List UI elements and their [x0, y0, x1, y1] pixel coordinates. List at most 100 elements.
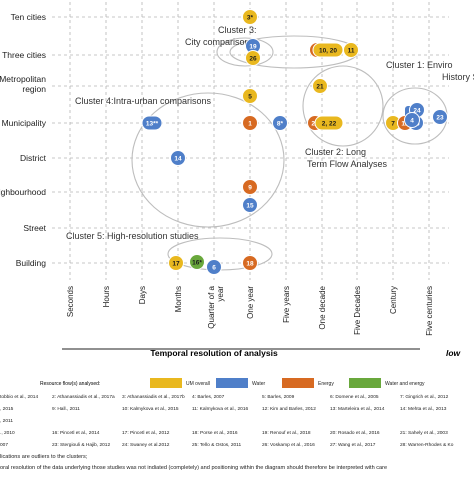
data-point: 2, 22	[314, 115, 344, 131]
reference-entry: 28: Warren-Rhodes & Ko	[400, 442, 454, 448]
reference-entry: , 2015	[0, 406, 14, 412]
point-marker	[189, 254, 205, 270]
legend-title: Resource flow(s) analysed:	[40, 381, 100, 387]
reference-entry: 18: Porse et al., 2016	[192, 430, 238, 436]
x-tick-label: Months	[174, 286, 183, 312]
data-point: 14	[170, 150, 186, 166]
legend-label: Energy	[318, 381, 334, 387]
cluster-ellipse	[302, 65, 384, 147]
point-marker	[404, 112, 420, 128]
footnotes: lications are outliers to the clusters; o…	[0, 454, 387, 471]
data-point: 6	[206, 259, 222, 275]
reference-entry: 3: Athanassiadis et al., 2017b	[122, 394, 185, 400]
y-tick-label: eighbourhood	[0, 187, 46, 197]
data-point: 3*	[242, 9, 258, 25]
point-label: 10, 20	[319, 47, 337, 54]
point-marker	[314, 115, 344, 131]
x-tick-label: Seconds	[66, 286, 75, 317]
y-tick-label: District	[20, 153, 47, 163]
point-label: 8*	[277, 120, 284, 127]
data-point: 23	[432, 109, 448, 125]
reference-entry: , 2011	[0, 418, 13, 424]
point-label: 14	[174, 155, 182, 162]
x-tick-label: Days	[138, 286, 147, 304]
legend-swatch	[216, 378, 248, 388]
reference-table: tobbio et al., 2014 2: Athanassiadis et a…	[0, 394, 454, 448]
point-marker	[343, 42, 359, 58]
cluster-labels: Cluster 3: City comparisons Cluster 1: Env…	[66, 25, 474, 241]
point-label: 24	[413, 107, 421, 114]
reference-entry: 007	[0, 442, 8, 448]
reference-entry: 9: Hall., 2011	[52, 406, 80, 412]
legend-label: Water	[252, 381, 265, 387]
y-tick-label: Municipality	[2, 118, 47, 128]
data-point: 19	[245, 38, 261, 54]
point-label: 3*	[247, 14, 254, 21]
point-label: 2, 22	[322, 120, 337, 127]
cluster-title: Cluster 3:	[218, 25, 257, 35]
point-label: 23	[436, 114, 444, 121]
reference-entry: tobbio et al., 2014	[0, 394, 38, 400]
point-marker	[206, 259, 222, 275]
point-marker	[141, 115, 163, 131]
point-label: 1	[248, 120, 252, 127]
data-point: 1	[242, 115, 258, 131]
cluster-title: Cluster 5: High-resolution studies	[66, 231, 199, 241]
point-label: 6	[212, 264, 216, 271]
reference-entry: 27: Wang et al., 2017	[330, 442, 376, 448]
x-tick-label: Five centuries	[425, 286, 434, 336]
data-point: 21	[312, 78, 328, 94]
x-tick-label: Quarter of ayear	[207, 285, 225, 328]
reference-entry: 19: Renouf et al., 2018	[262, 430, 311, 436]
point-marker	[242, 88, 258, 104]
point-label: 4	[410, 117, 414, 124]
reference-entry: 6: Domene et al., 2005	[330, 394, 379, 400]
point-marker	[168, 255, 184, 271]
point-label: 19	[249, 43, 257, 50]
cluster-subtitle: City comparisons	[185, 37, 255, 47]
point-marker	[242, 115, 258, 131]
x-tick-label: One decade	[318, 285, 327, 329]
reference-entry: 25: Tello & Ostos, 2011	[192, 442, 241, 448]
point-marker	[242, 197, 258, 213]
data-point: 17	[168, 255, 184, 271]
reference-entry: 14: Mehta et al., 2013	[400, 406, 447, 412]
reference-entry: ., 2010	[0, 430, 15, 436]
reference-entry: 16: Pincetl et al., 2014	[52, 430, 100, 436]
point-marker	[242, 255, 258, 271]
point-marker	[242, 179, 258, 195]
point-label: 7	[391, 120, 395, 127]
data-point: 10, 20	[312, 42, 344, 58]
y-tick-labels: Building Street eighbourhood District Munici…	[0, 12, 47, 268]
point-label: 11	[348, 47, 355, 54]
point-label: 15	[246, 202, 254, 209]
point-marker	[242, 9, 258, 25]
y-tick-label: Building	[16, 258, 47, 268]
point-label: 16*	[192, 259, 202, 266]
reference-entry: 10: Kalmykova et al., 2015	[122, 406, 179, 412]
legend-item: Water and energy	[349, 378, 425, 388]
legend: Resource flow(s) analysed: UM overall Wat…	[40, 378, 425, 388]
reference-entry: 21: Sahely et al., 2003	[400, 430, 448, 436]
reference-entry: 4: Barles, 2007	[192, 394, 225, 400]
point-label: 9	[248, 184, 252, 191]
legend-swatch	[282, 378, 314, 388]
data-point: 11	[343, 42, 359, 58]
legend-label: UM overall	[186, 381, 210, 387]
reference-entry: 23: Stergiouli & Hajib, 2012	[52, 442, 110, 448]
legend-item: Energy	[282, 378, 334, 388]
y-tick-label: Ten cities	[11, 12, 46, 22]
legend-item: UM overall	[150, 378, 210, 388]
legend-swatch	[150, 378, 182, 388]
cluster-title: Cluster 4:Intra-urban comparisons	[75, 96, 212, 106]
legend-label: Water and energy	[385, 381, 425, 387]
point-marker	[432, 109, 448, 125]
cluster-subtitle: Term Flow Analyses	[307, 159, 388, 169]
data-point: 8*	[272, 115, 288, 131]
point-label: 17	[172, 260, 180, 267]
x-axis-direction-label: low	[446, 348, 462, 358]
x-tick-label: Century	[389, 286, 398, 314]
